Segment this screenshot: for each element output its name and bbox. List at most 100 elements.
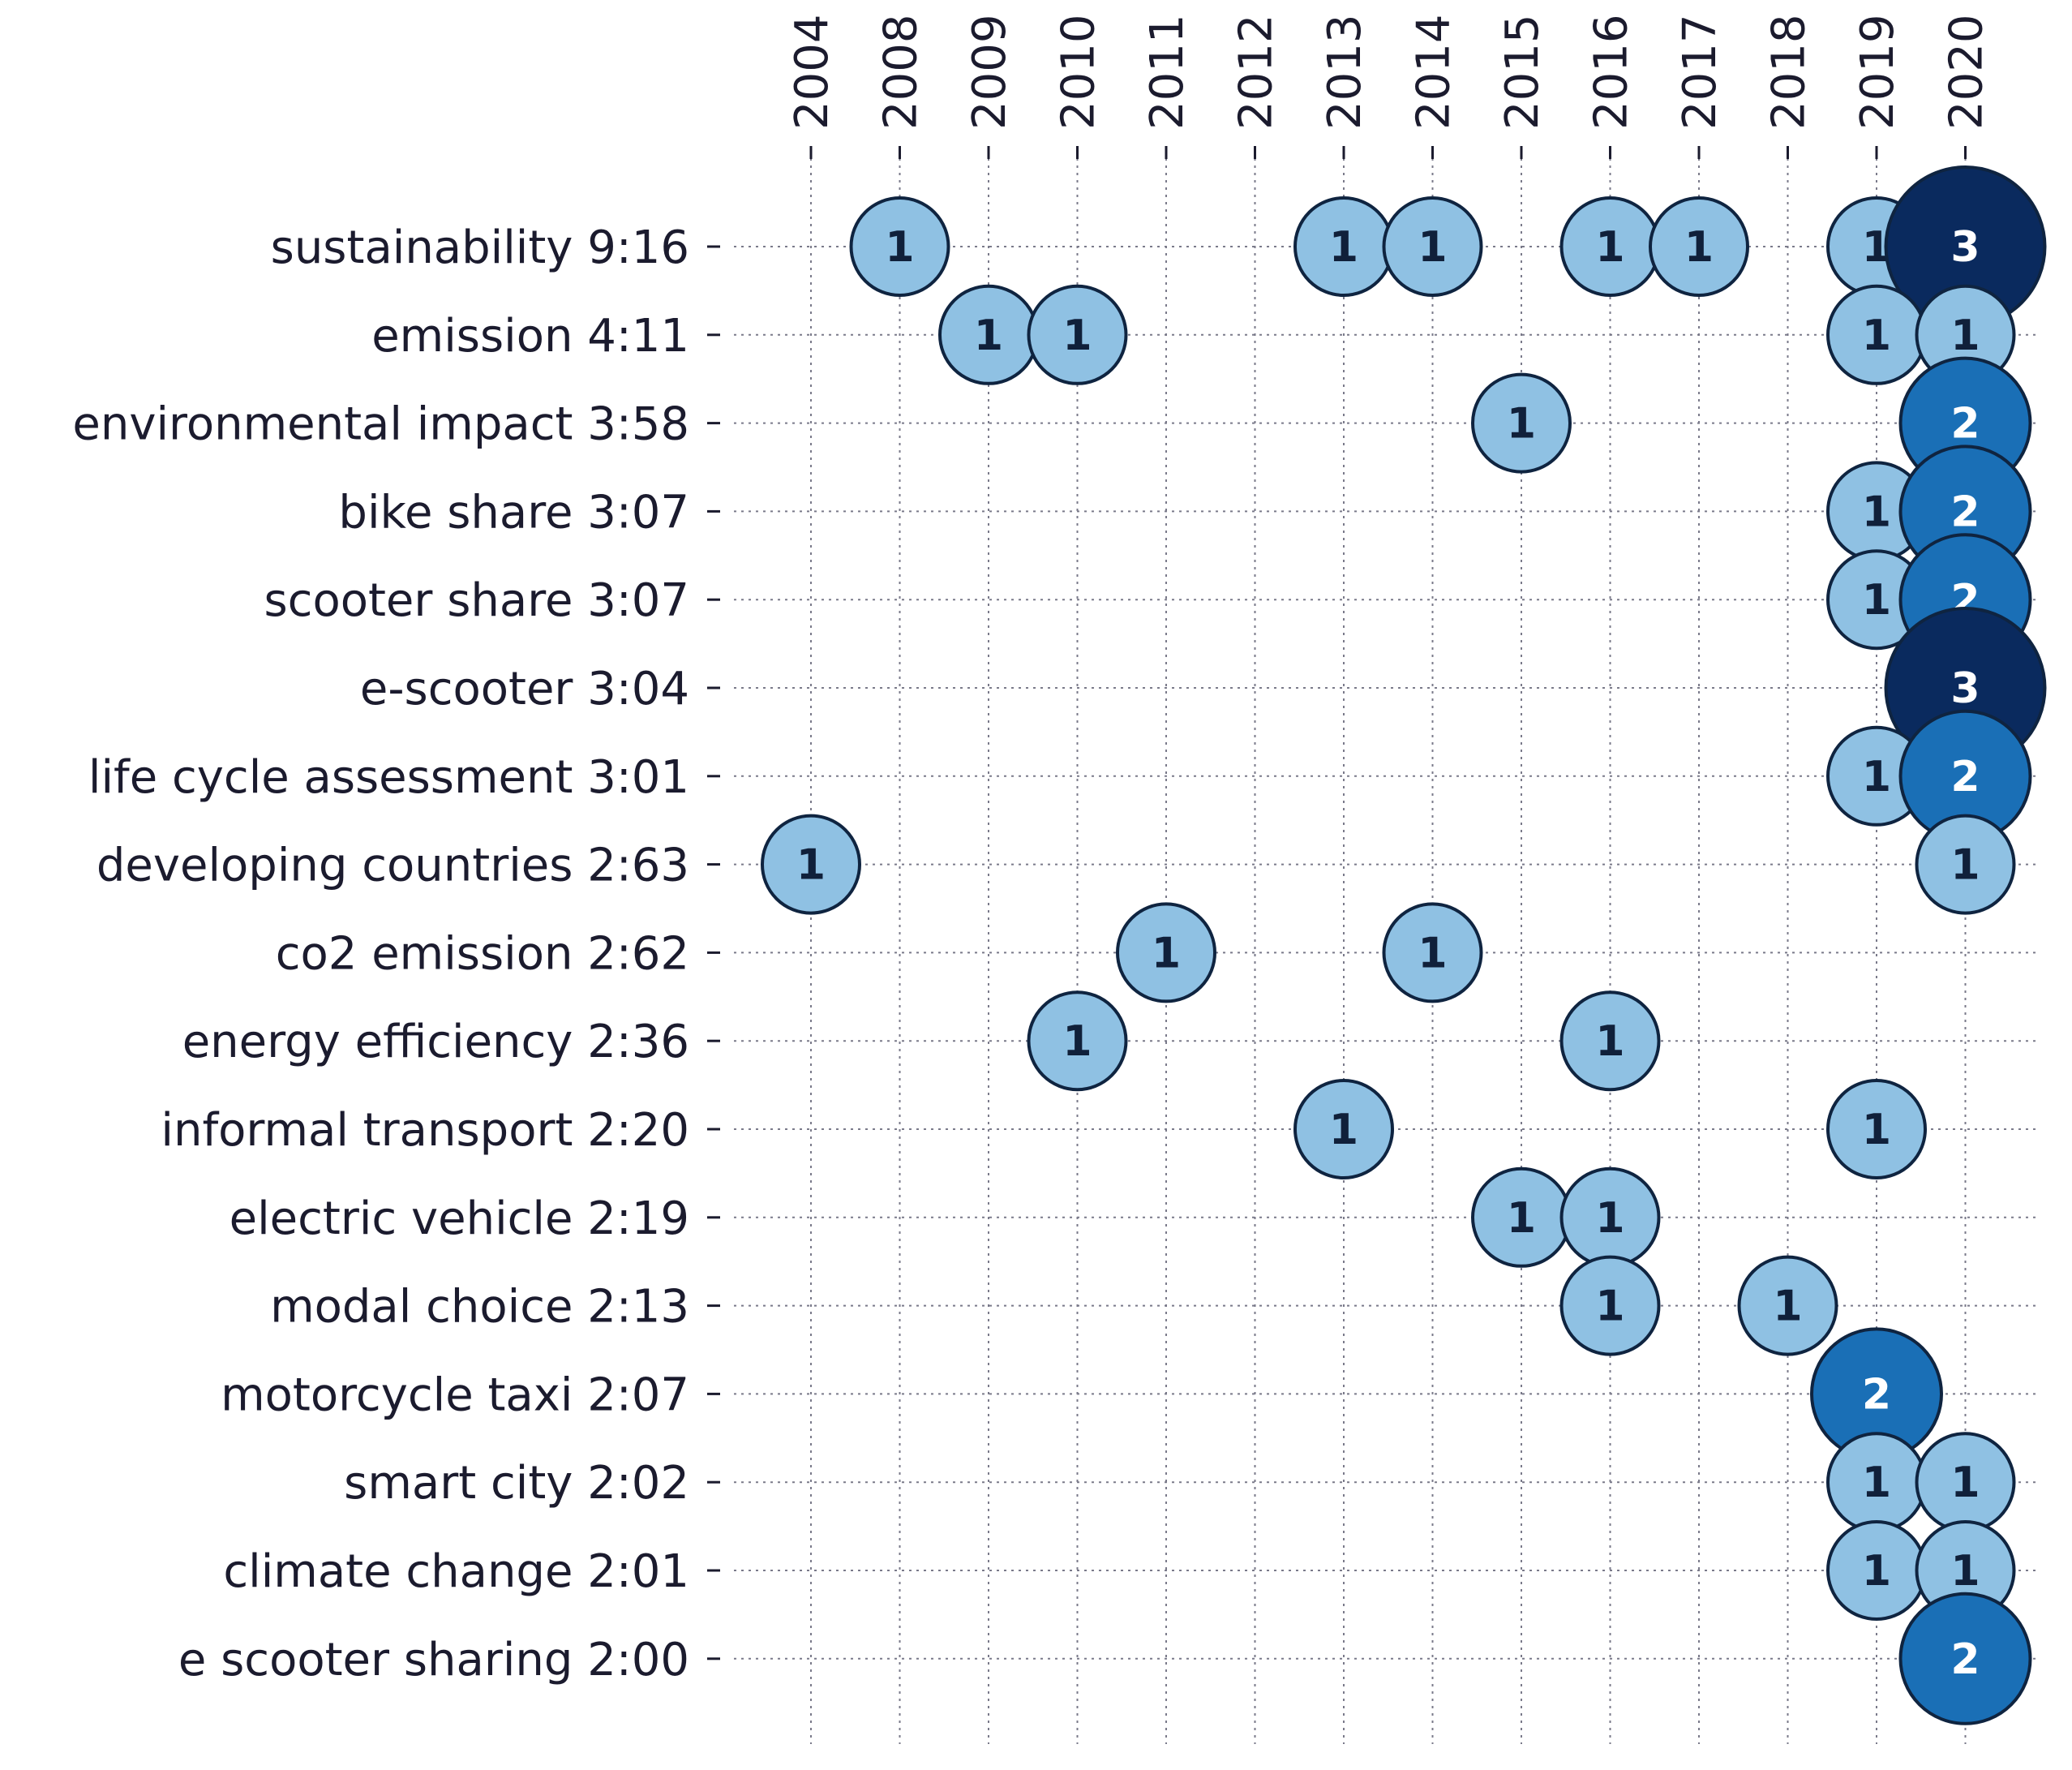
- bubble-count-label: 1: [1152, 929, 1181, 977]
- bubble-point: 1: [1382, 902, 1483, 1003]
- bubble-point: 1: [1826, 284, 1927, 385]
- bubble-count-label: 1: [1595, 1282, 1624, 1331]
- bubble-count-label: 1: [1773, 1282, 1802, 1331]
- bubble-count-label: 3: [1950, 664, 1980, 713]
- bubble-point: 1: [1649, 196, 1749, 297]
- bubble: [1382, 902, 1483, 1003]
- bubble-count-label: 2: [1950, 753, 1980, 801]
- bubble-count-label: 1: [1862, 311, 1891, 360]
- bubble-count-label: 1: [1595, 1017, 1624, 1066]
- x-tick-label-2017: 2017: [1674, 14, 1727, 130]
- bubble-point: 1: [1826, 549, 1927, 651]
- x-tick-label-2011: 2011: [1141, 14, 1194, 130]
- bubble: [1471, 372, 1572, 474]
- y-tick-label: e scooter sharing 2:00: [178, 1634, 689, 1686]
- bubble-point: 1: [1559, 196, 1661, 297]
- bubble: [1826, 1079, 1927, 1179]
- bubble-count-label: 1: [1595, 223, 1624, 272]
- bubble-count-label: 3: [1950, 223, 1980, 272]
- bubble-count-label: 1: [1507, 1194, 1536, 1243]
- bubble-count-label: 1: [1862, 753, 1891, 801]
- bubble: [1116, 902, 1216, 1003]
- bubble-point: 1: [1471, 372, 1572, 474]
- y-tick-label: bike share 3:07: [338, 486, 689, 539]
- x-tick-label-2013: 2013: [1319, 14, 1371, 130]
- y-tick-label: co2 emission 2:62: [276, 927, 689, 980]
- y-tick-label: developing countries 2:63: [97, 840, 689, 892]
- bubbles: 1 1 1 1 1 1 31 1 1 11 21 21 231 21 11 11 11 11 11 121 11 12: [761, 165, 2047, 1725]
- bubble-count-label: 1: [974, 311, 1003, 360]
- y-tick-label: motorcycle taxi 2:07: [221, 1368, 689, 1421]
- y-tick-label: electric vehicle 2:19: [230, 1192, 689, 1245]
- bubble-point: 1: [761, 814, 861, 915]
- x-tick-label-2018: 2018: [1763, 14, 1816, 130]
- bubble-count-label: 1: [1595, 1194, 1624, 1243]
- bubble-point: 1: [1027, 990, 1128, 1092]
- x-tick-label-2020: 2020: [1941, 14, 1993, 130]
- bubble-point: 1: [1915, 284, 2016, 385]
- bubble: [1027, 990, 1128, 1092]
- x-tick-label-2015: 2015: [1496, 14, 1549, 130]
- bubble-point: 1: [1559, 990, 1661, 1092]
- bubble-count-label: 1: [1862, 1459, 1891, 1507]
- y-tick-label: scooter share 3:07: [264, 574, 689, 627]
- bubble-point: 2: [1898, 1592, 2032, 1725]
- bubble-point: 2: [1898, 709, 2032, 843]
- bubble-point: 1: [1826, 1079, 1927, 1179]
- bubble-count-label: 1: [1950, 841, 1980, 890]
- bubble: [1559, 1255, 1661, 1356]
- bubble-point: 3: [1884, 165, 2047, 328]
- bubble: [1027, 284, 1128, 385]
- bubble: [1737, 1255, 1838, 1356]
- bubble: [1293, 1079, 1394, 1179]
- bubble-point: 1: [1027, 284, 1128, 385]
- bubble-count-label: 1: [1862, 488, 1891, 536]
- bubble-point: 1: [1559, 1166, 1661, 1268]
- bubble-count-label: 2: [1950, 1635, 1980, 1684]
- bubble-count-label: 1: [885, 223, 914, 272]
- bubble-count-label: 1: [1329, 1106, 1358, 1154]
- bubble: [1649, 196, 1749, 297]
- bubble-count-label: 1: [1062, 1017, 1092, 1066]
- bubble-count-label: 1: [796, 841, 826, 890]
- bubble-count-label: 2: [1862, 1370, 1891, 1419]
- bubble: [1915, 814, 2016, 915]
- x-tick-label-2004: 2004: [786, 14, 839, 130]
- bubble-point: 1: [1382, 196, 1483, 297]
- row-labels: sustainability 9:16 emission 4:11 environm…: [72, 221, 689, 1686]
- bubble-count-label: 1: [1418, 223, 1447, 272]
- x-tick-label-2014: 2014: [1408, 14, 1461, 130]
- bubble-point: 1: [1826, 1520, 1927, 1621]
- bubble-count-label: 1: [1862, 1547, 1891, 1596]
- bubble-count-label: 1: [1507, 400, 1536, 449]
- bubble-point: 1: [1471, 1166, 1572, 1268]
- y-tick-label: smart city 2:02: [344, 1457, 689, 1510]
- x-tick-label-2010: 2010: [1053, 14, 1105, 130]
- bubble-point: 1: [1915, 814, 2016, 915]
- bubble-count-label: 1: [1862, 1106, 1891, 1154]
- bubble-point: 1: [938, 284, 1039, 385]
- y-tick-label: emission 4:11: [371, 310, 689, 363]
- x-tick-label-2016: 2016: [1585, 14, 1638, 130]
- bubble-point: 1: [1915, 1432, 2016, 1533]
- tick-layer: [707, 146, 1967, 1660]
- y-tick-label: informal transport 2:20: [161, 1104, 689, 1157]
- bubble-point: 1: [1915, 1520, 2016, 1621]
- bubble-count-label: 1: [1062, 311, 1092, 360]
- y-tick-label: environmental impact 3:58: [72, 398, 689, 451]
- bubble-count-label: 2: [1950, 488, 1980, 536]
- y-tick-label: life cycle assessment 3:01: [88, 751, 689, 804]
- bubble-point: 1: [1116, 902, 1216, 1003]
- x-tick-label-2019: 2019: [1851, 14, 1904, 130]
- bubble: [849, 196, 950, 297]
- x-tick-label-2009: 2009: [963, 14, 1016, 130]
- bubble-count-label: 2: [1950, 400, 1980, 449]
- bubble-count-label: 1: [1862, 576, 1891, 625]
- bubble-point: 1: [1826, 1432, 1927, 1533]
- x-tick-label-2012: 2012: [1230, 14, 1283, 130]
- y-tick-label: e-scooter 3:04: [360, 663, 689, 715]
- bubble-count-label: 1: [1684, 223, 1714, 272]
- bubble-point: 1: [1293, 196, 1394, 297]
